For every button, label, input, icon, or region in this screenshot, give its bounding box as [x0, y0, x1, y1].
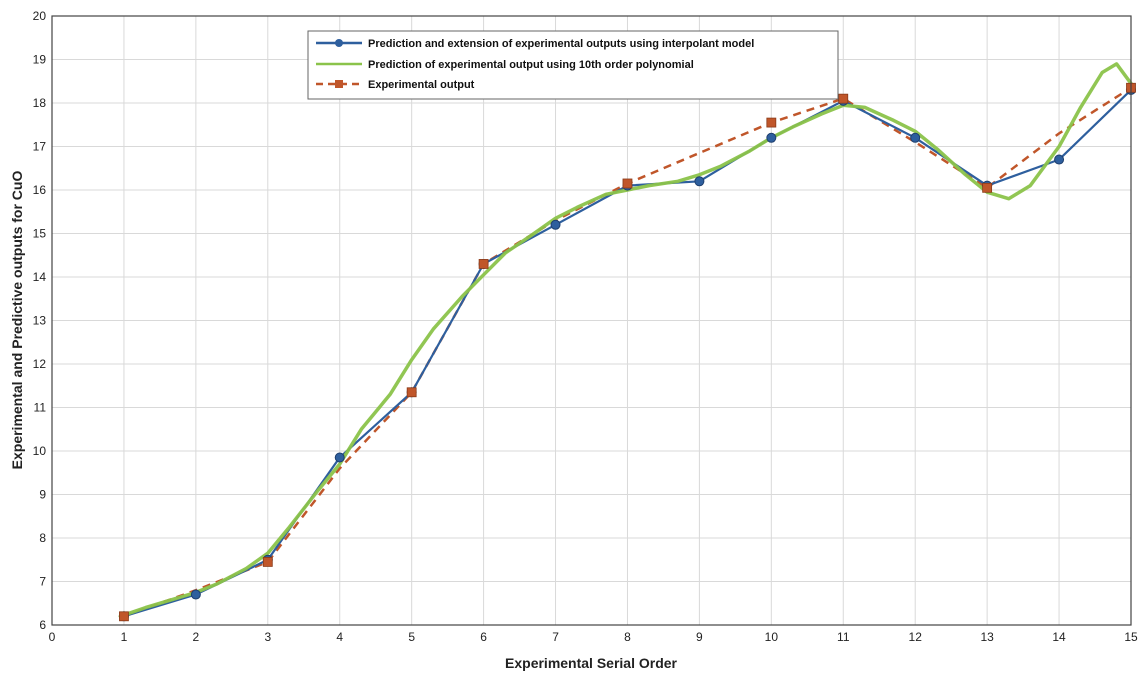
legend-box: [307, 30, 839, 100]
x-tick-label: 3: [264, 630, 271, 644]
y-tick-label: 7: [39, 575, 46, 589]
experimental-point: [982, 182, 993, 193]
x-tick-label: 13: [980, 630, 994, 644]
x-tick-label: 8: [624, 630, 631, 644]
experimental-point: [766, 117, 777, 128]
x-tick-label: 11: [837, 630, 850, 644]
interpolant-point: [1054, 154, 1065, 165]
y-tick-label: 14: [33, 270, 47, 284]
series-layer: [118, 62, 1136, 622]
x-tick-label: 2: [193, 630, 200, 644]
y-tick-label: 13: [33, 314, 47, 328]
plot-frame: [51, 15, 1132, 626]
y-tick-label: 20: [33, 9, 47, 23]
y-tick-label: 8: [39, 531, 46, 545]
x-tick-label: 1: [121, 630, 128, 644]
y-tick-label: 18: [33, 96, 47, 110]
legend-label-interpolant: Prediction and extension of experimental…: [368, 38, 754, 50]
y-tick-labels: 6 7 8 9 10 11 12 13 14 15 16 17 18 19 20: [33, 9, 47, 632]
experimental-point: [262, 557, 273, 567]
experimental-point: [478, 259, 489, 269]
x-tick-label: 4: [336, 630, 343, 644]
experimental-point: [622, 178, 633, 189]
y-tick-label: 11: [34, 401, 47, 415]
legend-label-polynomial: Prediction of experimental output using …: [368, 59, 694, 71]
x-tick-label: 15: [1124, 630, 1138, 644]
legend: Prediction and extension of experimental…: [307, 30, 839, 100]
y-tick-label: 10: [33, 444, 47, 458]
y-tick-label: 16: [33, 183, 47, 197]
experimental-point: [406, 387, 417, 398]
interpolant-point: [910, 132, 921, 143]
y-tick-label: 6: [39, 618, 46, 632]
experimental-point: [838, 93, 849, 104]
x-tick-label: 7: [552, 630, 559, 644]
x-tick-label: 10: [765, 630, 779, 644]
legend-label-experimental: Experimental output: [368, 79, 475, 91]
interpolant-point: [694, 176, 705, 187]
experimental-point: [119, 611, 129, 622]
interpolant-point: [550, 219, 561, 230]
interpolant-point: [766, 132, 777, 143]
y-axis-label: Experimental and Predictive outputs for …: [9, 171, 25, 470]
x-tick-labels: 0 1 2 3 4 5 6 7 8 9 10 11 12 13 14 15: [49, 630, 1138, 644]
x-tick-label: 9: [696, 630, 703, 644]
x-tick-label: 0: [49, 630, 56, 644]
legend-marker-interpolant: [335, 39, 343, 47]
y-tick-label: 17: [33, 140, 47, 154]
legend-marker-experimental: [335, 80, 343, 88]
x-tick-label: 6: [480, 630, 487, 644]
y-tick-label: 15: [33, 227, 47, 241]
x-tick-label: 14: [1052, 630, 1066, 644]
interpolant-point: [190, 589, 201, 600]
x-axis-label: Experimental Serial Order: [505, 655, 678, 671]
interpolant-point: [334, 452, 345, 463]
x-tick-label: 5: [408, 630, 415, 644]
y-tick-label: 19: [33, 53, 47, 67]
y-tick-label: 9: [39, 488, 46, 502]
x-tick-label: 12: [909, 630, 923, 644]
y-tick-label: 12: [33, 357, 47, 371]
